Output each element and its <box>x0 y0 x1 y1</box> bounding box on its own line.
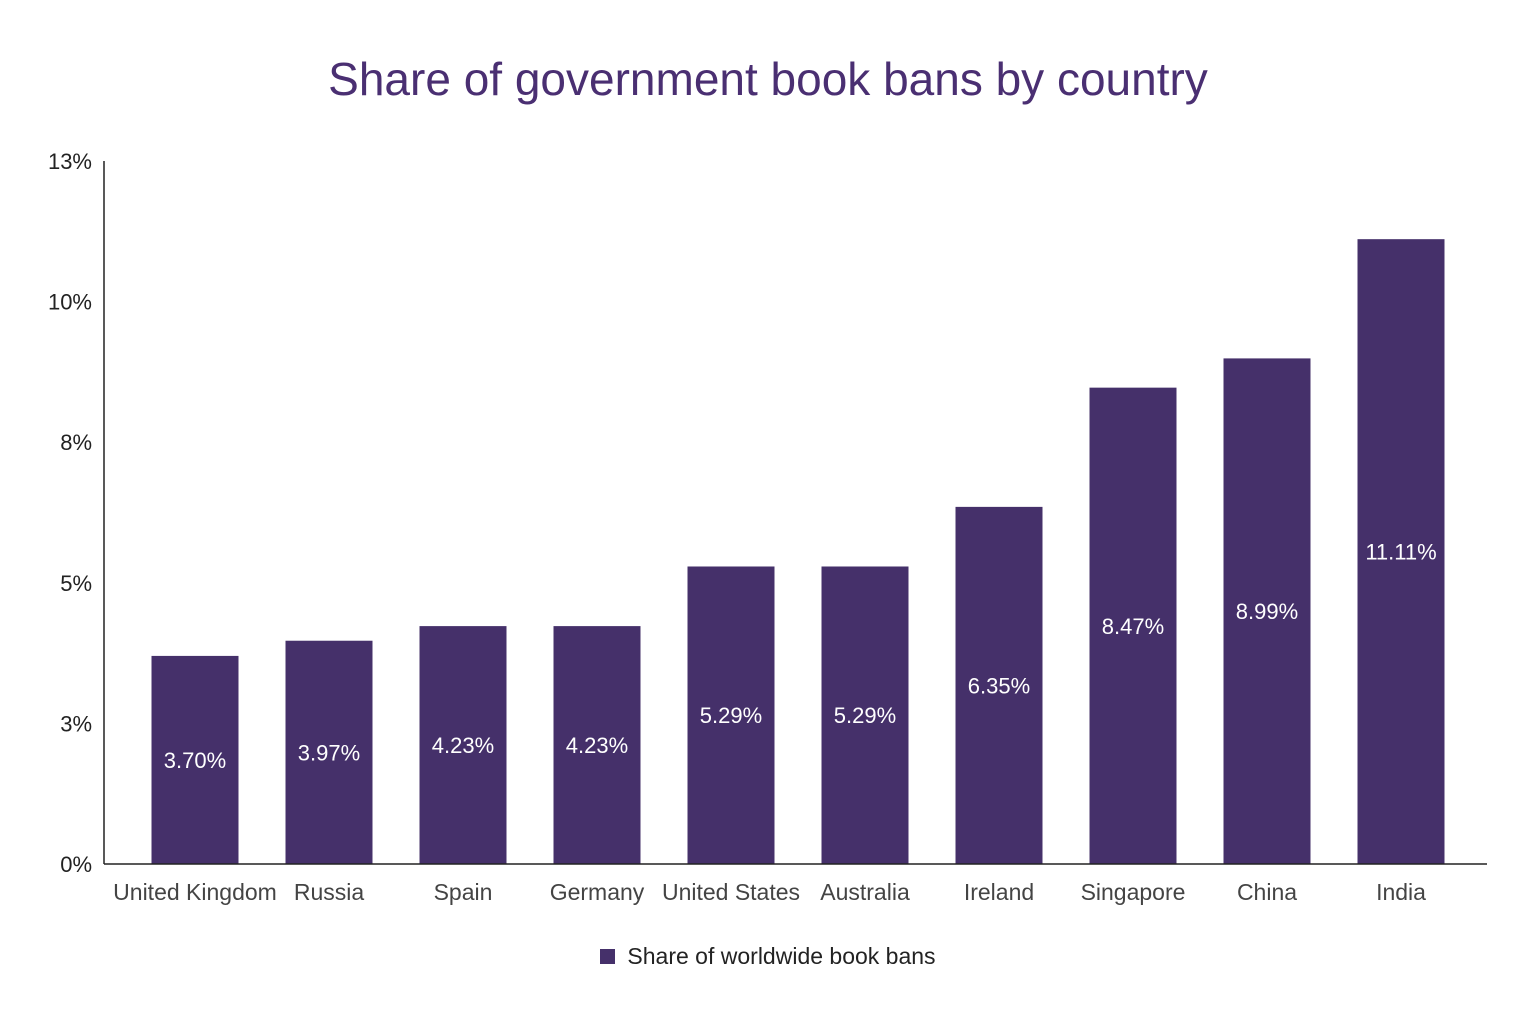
data-label: 5.29% <box>700 703 762 728</box>
data-label: 3.97% <box>298 740 360 765</box>
x-tick-label: Russia <box>294 879 365 905</box>
bar <box>285 640 373 864</box>
bar <box>419 626 507 864</box>
x-tick-label: India <box>1376 879 1426 905</box>
y-tick-label: 10% <box>48 290 92 315</box>
x-tick-label: United Kingdom <box>113 879 277 905</box>
legend: Share of worldwide book bans <box>0 943 1536 970</box>
x-tick-label: China <box>1237 879 1297 905</box>
y-tick-label: 13% <box>48 149 92 174</box>
bar <box>1357 239 1445 865</box>
bar <box>821 566 909 864</box>
y-tick-label: 3% <box>60 711 92 736</box>
legend-swatch <box>600 949 616 964</box>
bar <box>1089 387 1177 864</box>
data-label: 6.35% <box>968 673 1030 698</box>
data-label: 3.70% <box>164 748 226 773</box>
data-label: 8.47% <box>1102 614 1164 639</box>
bar <box>553 626 641 864</box>
bar <box>687 566 775 864</box>
data-label: 5.29% <box>834 703 896 728</box>
data-label: 11.11% <box>1365 540 1436 565</box>
x-tick-label: Germany <box>550 879 645 905</box>
x-tick-label: Australia <box>820 879 910 905</box>
data-label: 4.23% <box>566 733 628 758</box>
data-label: 4.23% <box>432 733 494 758</box>
chart-title: Share of government book bans by country <box>328 53 1208 105</box>
bar <box>955 506 1043 864</box>
x-tick-label: Singapore <box>1081 879 1186 905</box>
x-tick-label: Spain <box>434 879 493 905</box>
y-tick-label: 8% <box>60 430 92 455</box>
x-tick-label: Ireland <box>964 879 1034 905</box>
y-tick-label: 0% <box>60 852 92 877</box>
legend-label: Share of worldwide book bans <box>627 943 936 969</box>
data-label: 8.99% <box>1236 599 1298 624</box>
bar <box>151 655 239 864</box>
x-tick-label: United States <box>662 879 800 905</box>
y-tick-label: 5% <box>60 571 92 596</box>
bar <box>1223 358 1311 864</box>
